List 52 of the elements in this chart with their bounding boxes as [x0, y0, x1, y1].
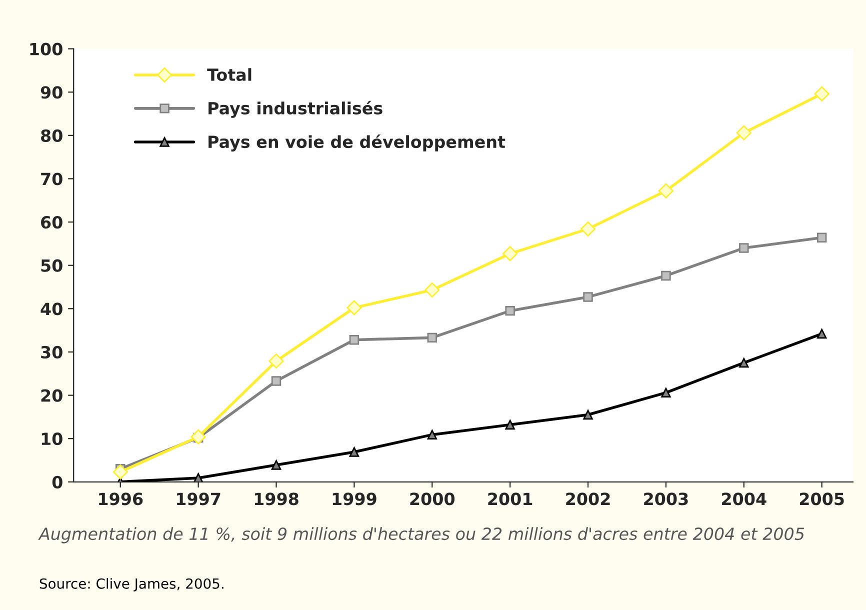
point — [814, 86, 830, 102]
point — [112, 464, 128, 480]
y-tick-label: 60 — [41, 216, 62, 229]
point — [349, 334, 360, 345]
x-tick-label: 2001 — [488, 492, 532, 506]
point — [424, 282, 440, 298]
legend-label: Total — [207, 68, 252, 82]
point — [739, 243, 749, 253]
point — [739, 358, 749, 368]
point — [816, 232, 827, 242]
point — [346, 300, 362, 316]
point — [580, 221, 596, 237]
x-tick-label: 2003 — [644, 492, 688, 506]
point — [427, 332, 437, 343]
point — [505, 420, 515, 430]
legend-label: Pays en voie de développement — [208, 134, 506, 152]
point — [583, 410, 593, 420]
x-tick-label: 1998 — [254, 492, 298, 506]
point — [502, 246, 518, 262]
point — [349, 447, 360, 457]
point — [583, 292, 593, 302]
x-tick-label: 2004 — [722, 492, 766, 506]
y-tick-label: 20 — [41, 389, 62, 402]
y-tick-label: 100 — [30, 42, 62, 56]
point — [271, 460, 282, 470]
y-tick-label: 50 — [41, 259, 62, 272]
y-tick-label: 70 — [41, 172, 62, 186]
x-tick-label: 1996 — [99, 492, 143, 506]
y-tick-label: 80 — [41, 129, 62, 142]
x-tick-label: 1999 — [332, 492, 376, 506]
y-tick-label: 90 — [40, 86, 62, 99]
x-tick-label: 2005 — [800, 492, 844, 506]
x-tick-label: 2000 — [410, 492, 455, 506]
point — [505, 306, 515, 316]
legend-label: Pays industrialisés — [208, 100, 382, 118]
point — [268, 353, 284, 369]
point — [658, 183, 674, 198]
y-tick-label: 10 — [42, 432, 62, 446]
point — [736, 125, 752, 140]
point — [190, 429, 206, 444]
x-tick-label: 2002 — [566, 492, 610, 506]
x-tick-label: 1997 — [177, 492, 220, 506]
text: Augmentation de 11 %, soit 9 millions d'hectares ou 22 millions d'acres entre 2004 et 2005 — [38, 527, 804, 544]
point — [271, 376, 282, 386]
y-tick-label: 40 — [40, 302, 62, 316]
y-tick-label: 30 — [41, 346, 62, 359]
point — [661, 270, 671, 281]
y-tick-label: 0 — [52, 476, 62, 488]
point — [816, 328, 827, 339]
point — [661, 388, 671, 398]
point — [427, 430, 437, 440]
source-note: Source: Clive James, 2005. — [40, 578, 224, 592]
